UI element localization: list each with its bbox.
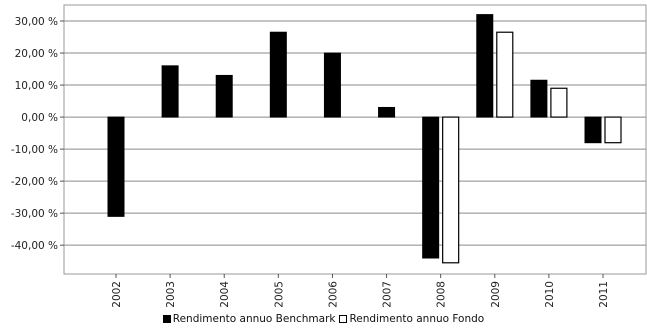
plot-area (63, 4, 647, 275)
legend-item-benchmark: Rendimento annuo Benchmark (162, 313, 336, 325)
x-tick-label: 2004 (219, 281, 231, 308)
legend-label-benchmark: Rendimento annuo Benchmark (172, 313, 336, 325)
y-tick-label: -40,00 % (11, 240, 58, 252)
bar-benchmark (584, 116, 602, 144)
y-tick-label: -20,00 % (11, 176, 58, 188)
bar-benchmark (215, 74, 233, 118)
y-tick-label: -30,00 % (11, 208, 58, 220)
x-tick-label: 2005 (273, 281, 285, 308)
x-axis-ticks: 2002 2003 2004 2005 2006 2007 2008 2009 2010 2011 (111, 274, 610, 308)
bar-benchmark (530, 79, 548, 118)
y-tick-label: -10,00 % (11, 144, 58, 156)
x-tick-label: 2008 (436, 281, 448, 308)
bar-benchmark (378, 106, 396, 118)
bar-fondo (550, 87, 568, 118)
bar-benchmark (269, 31, 287, 118)
bar-fondo (604, 116, 622, 144)
x-tick-label: 2010 (544, 281, 556, 308)
bar-benchmark (323, 52, 341, 118)
legend: Rendimento annuo Benchmark Rendimento an… (0, 311, 647, 327)
y-tick-label: 0,00 % (21, 112, 58, 124)
y-tick-label: 30,00 % (15, 16, 58, 28)
x-tick-label: 2011 (598, 281, 610, 308)
x-tick-label: 2007 (382, 281, 394, 308)
bar-benchmark (476, 14, 494, 118)
bar-benchmark (161, 65, 179, 118)
grid-lines (64, 20, 646, 246)
legend-label-fondo: Rendimento annuo Fondo (349, 313, 485, 325)
x-tick-label: 2002 (111, 281, 123, 308)
legend-swatch-benchmark (162, 315, 171, 323)
y-axis-ticks: 30,00 % 20,00 % 10,00 % 0,00 % -10,00 % -20,0… (11, 16, 64, 252)
x-tick-label: 2003 (165, 281, 177, 308)
bar-fondo (496, 31, 514, 118)
bar-benchmark (107, 116, 125, 217)
legend-swatch-fondo (339, 315, 348, 323)
y-tick-label: 20,00 % (15, 48, 58, 60)
y-tick-label: 10,00 % (15, 80, 58, 92)
bars (107, 14, 622, 264)
x-tick-label: 2006 (327, 281, 339, 308)
legend-item-fondo: Rendimento annuo Fondo (339, 313, 484, 325)
bar-benchmark (422, 116, 440, 259)
x-tick-label: 2009 (490, 281, 502, 308)
bar-fondo (442, 116, 460, 264)
